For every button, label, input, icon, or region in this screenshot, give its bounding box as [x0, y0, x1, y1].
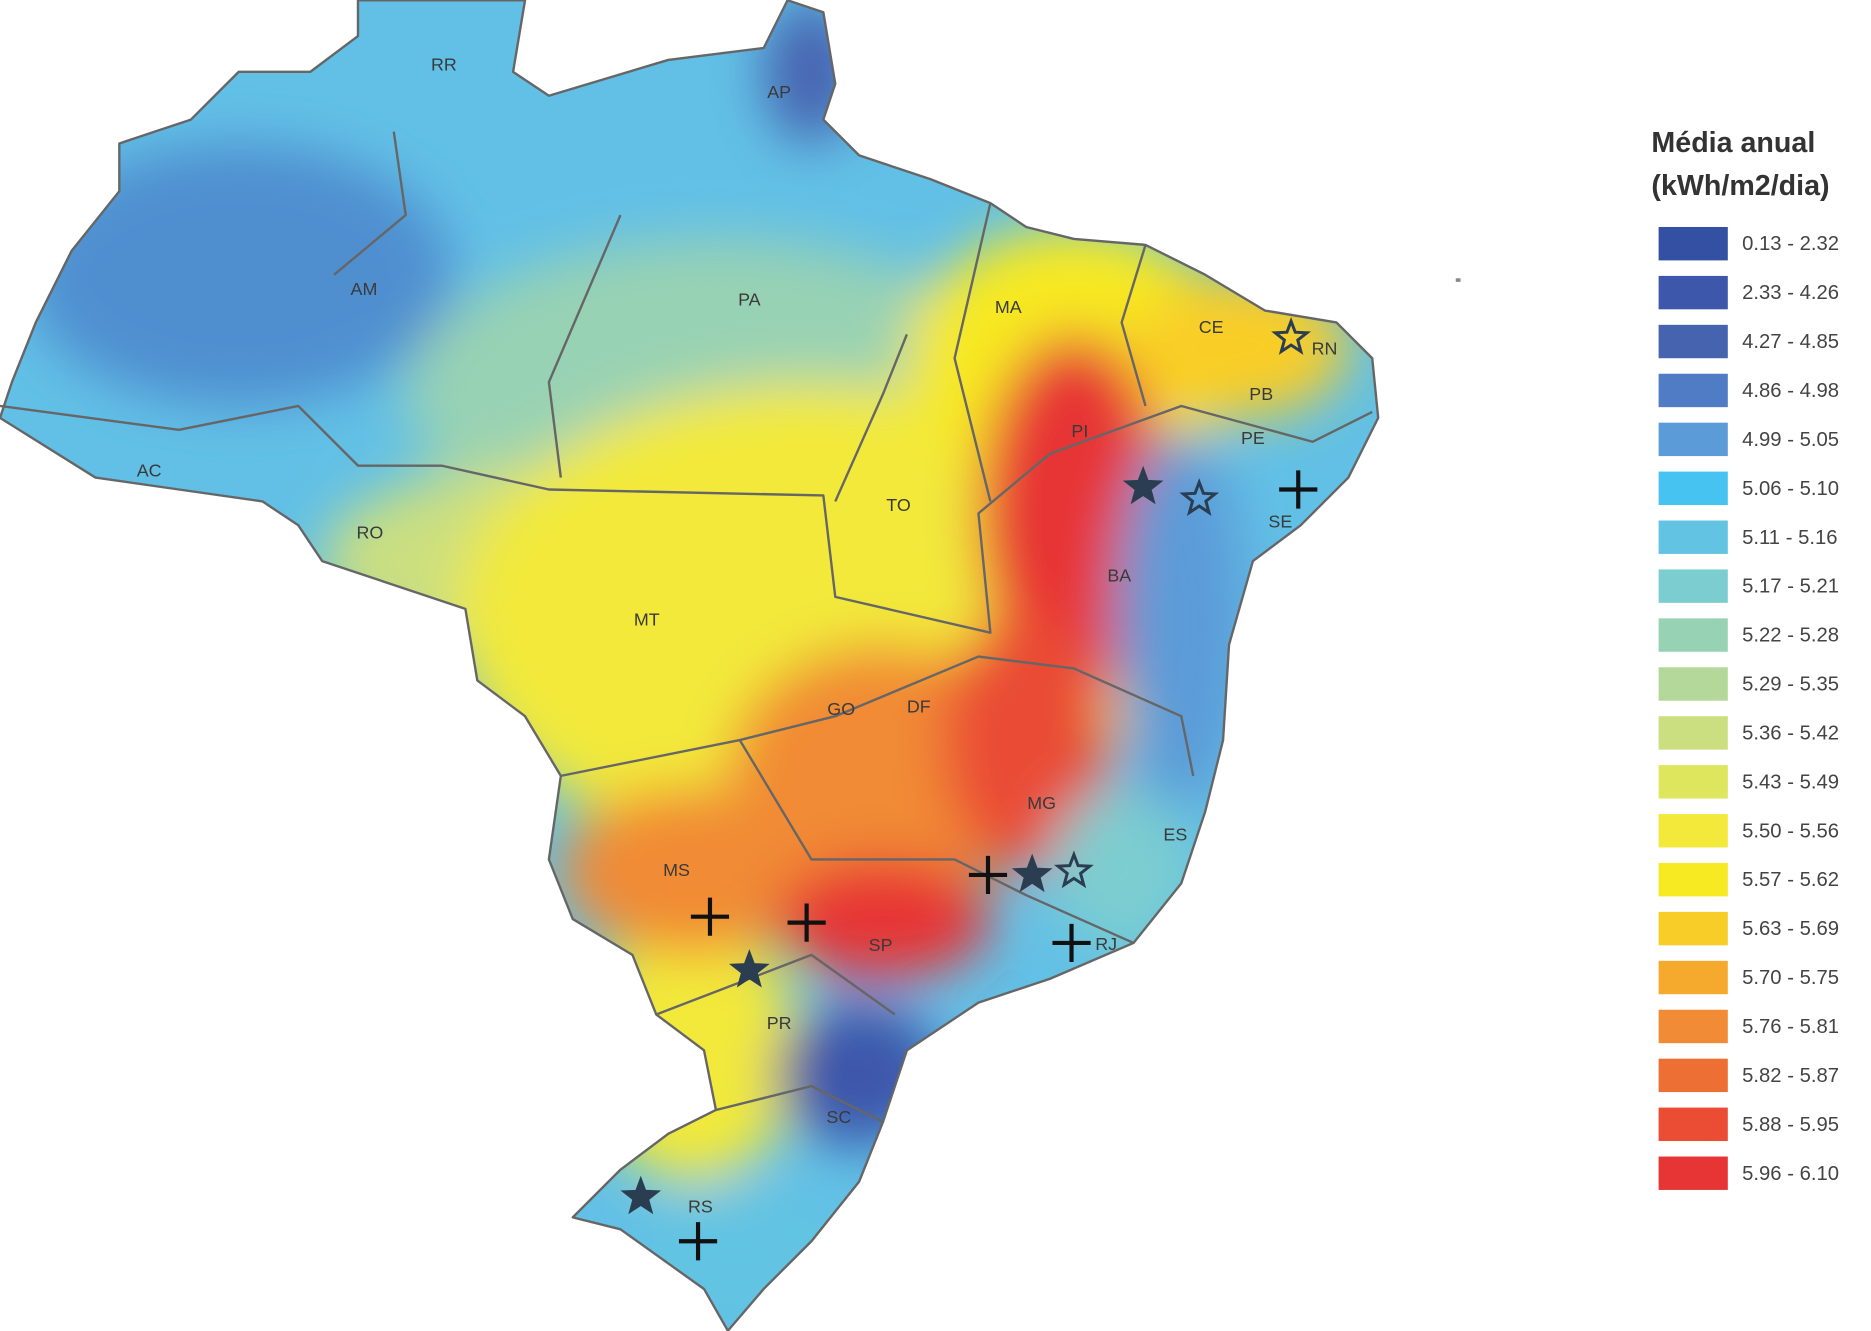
state-label: GO: [827, 699, 855, 719]
legend-swatch: [1658, 814, 1728, 848]
state-label: PA: [738, 290, 761, 310]
legend-swatch: [1658, 911, 1728, 946]
cross-marker: [1052, 923, 1091, 963]
filled-star: [729, 949, 770, 988]
legend-label: 4.99 - 5.05: [1742, 429, 1839, 451]
cross-marker: [690, 897, 730, 936]
filled-star: [1122, 465, 1164, 505]
legend-label: 4.86 - 4.98: [1742, 380, 1839, 402]
legend-label: 5.17 - 5.21: [1742, 576, 1839, 598]
legend-swatch: [1658, 765, 1728, 799]
legend-label: 5.96 - 6.10: [1742, 1163, 1839, 1185]
legend-label: 5.50 - 5.56: [1742, 820, 1839, 842]
legend-swatch: [1658, 960, 1728, 995]
state-label: PE: [1241, 428, 1265, 448]
legend-label: 4.27 - 4.85: [1742, 331, 1839, 353]
legend-swatch: [1658, 1107, 1728, 1142]
legend-label: 2.33 - 4.26: [1742, 282, 1839, 304]
state-label: RS: [688, 1197, 713, 1217]
state-labels: RR AP AM PA MA CE RN PB PE PI AC RO TO SE BA MT GO DF MG ES…: [137, 55, 1338, 1217]
cross-marker: [678, 1222, 718, 1261]
state-label: MA: [995, 297, 1022, 317]
legend-swatch: [1658, 1009, 1728, 1044]
state-label: SE: [1268, 512, 1292, 532]
legend-swatch: [1658, 520, 1728, 554]
legend-label: 5.63 - 5.69: [1742, 918, 1839, 940]
state-label: RN: [1312, 339, 1338, 359]
state-label: DF: [907, 697, 931, 717]
legend-label: 5.88 - 5.95: [1742, 1114, 1839, 1136]
legend-swatch: [1658, 275, 1728, 310]
irradiation-surface: [0, 0, 1379, 1331]
state-label: RJ: [1095, 934, 1117, 954]
state-label: AM: [351, 279, 378, 299]
state-label: PI: [1071, 421, 1088, 441]
state-label: PR: [767, 1013, 792, 1033]
state-label: MT: [634, 609, 660, 629]
state-label: TO: [886, 495, 911, 515]
state-label: MS: [663, 860, 690, 880]
legend-swatch: [1658, 1058, 1728, 1093]
legend-label: 5.22 - 5.28: [1742, 625, 1839, 647]
legend-label: 5.76 - 5.81: [1742, 1016, 1839, 1038]
state-label: RO: [356, 522, 383, 542]
site-markers: [620, 317, 1318, 1261]
legend-label: 5.43 - 5.49: [1742, 771, 1839, 793]
filled-star: [620, 1175, 662, 1215]
legend-swatch: [1658, 667, 1728, 701]
legend-swatch: [1658, 862, 1728, 897]
legend-title: Média anual: [1651, 127, 1815, 159]
state-label: BA: [1107, 565, 1131, 585]
state-label: ES: [1163, 824, 1187, 844]
state-label: SC: [826, 1107, 851, 1127]
legend-label: 0.13 - 2.32: [1742, 233, 1839, 255]
legend-swatch: [1658, 569, 1728, 603]
state-label: AP: [767, 82, 791, 102]
state-label: AC: [137, 460, 162, 480]
legend-label: 5.36 - 5.42: [1742, 722, 1839, 744]
legend-label: 5.82 - 5.87: [1742, 1065, 1839, 1087]
cross-marker: [1279, 470, 1318, 509]
state-label: RR: [431, 55, 457, 75]
cross-marker: [787, 903, 826, 942]
legend-swatch: [1658, 471, 1728, 506]
filled-star: [1011, 853, 1053, 893]
state-borders: [0, 131, 1373, 1123]
legend: Média anual (kWh/m2/dia) 0.13 - 2.32 2.33 -…: [1651, 127, 1839, 1190]
outline-star: [1179, 478, 1220, 516]
legend-swatch: [1658, 373, 1728, 408]
legend-label: 5.29 - 5.35: [1742, 674, 1839, 696]
state-label: SP: [869, 935, 893, 955]
legend-title: (kWh/m2/dia): [1651, 170, 1829, 202]
legend-swatch: [1658, 618, 1728, 652]
legend-swatch: [1658, 716, 1728, 750]
state-label: MG: [1027, 793, 1056, 813]
legend-swatch: [1658, 324, 1728, 359]
state-label: PB: [1249, 384, 1273, 404]
legend-label: 5.57 - 5.62: [1742, 869, 1839, 891]
legend-label: 5.06 - 5.10: [1742, 478, 1839, 500]
speck: [1455, 278, 1461, 282]
legend-label: 5.11 - 5.16: [1742, 527, 1837, 549]
legend-swatch: [1658, 226, 1728, 261]
outline-star: [1271, 317, 1311, 355]
legend-label: 5.70 - 5.75: [1742, 967, 1839, 989]
legend-swatch: [1658, 1156, 1728, 1190]
legend-swatch: [1658, 422, 1728, 457]
outline-star: [1054, 850, 1094, 889]
cross-marker: [968, 855, 1008, 895]
state-label: CE: [1199, 317, 1224, 337]
